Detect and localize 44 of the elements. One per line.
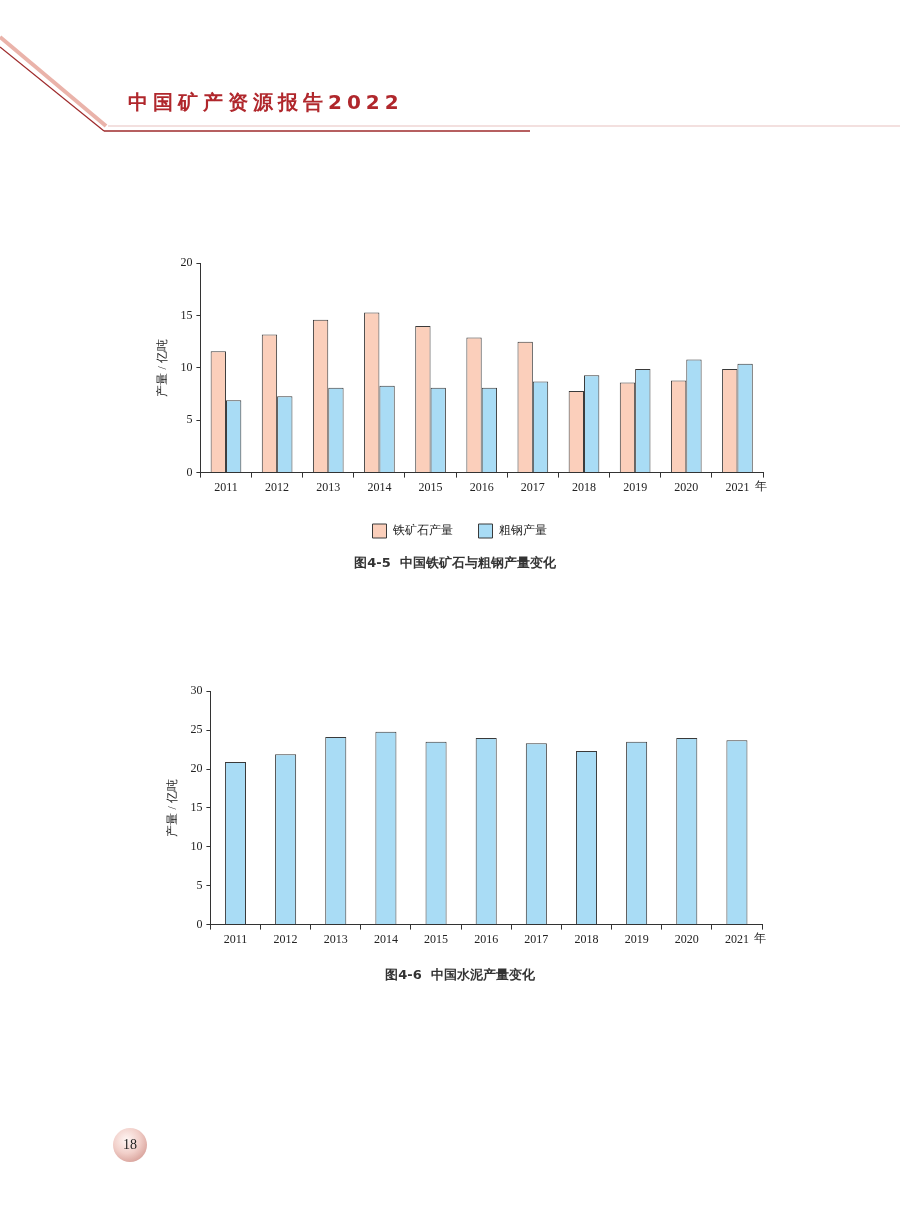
- x-tick-label: 2014: [367, 479, 392, 494]
- x-tick-label: 2011: [223, 931, 248, 946]
- y-axis-title: 产量 / 亿吨: [165, 779, 180, 837]
- x-tick-label: 2020: [674, 479, 699, 494]
- y-tick-label: 10: [180, 360, 193, 375]
- x-axis-title: 年: [754, 930, 766, 945]
- x-tick-label: 2018: [571, 479, 596, 494]
- x-tick-label: 2019: [624, 931, 649, 946]
- x-tick-label: 2019: [623, 479, 648, 494]
- x-tick-label: 2021: [725, 479, 750, 494]
- x-tick-label: 2011: [214, 479, 238, 494]
- y-tick-label: 25: [190, 722, 203, 737]
- x-tick-label: 2020: [674, 931, 699, 946]
- y-tick-label: 15: [190, 800, 203, 815]
- x-tick-label: 2012: [265, 479, 290, 494]
- legend-label: 铁矿石产量: [391, 523, 453, 538]
- y-tick-label: 30: [190, 683, 203, 698]
- y-tick-label: 5: [186, 412, 193, 427]
- y-tick-label: 20: [190, 761, 203, 776]
- x-tick-label: 2018: [574, 931, 599, 946]
- x-tick-label: 2013: [316, 479, 341, 494]
- y-axis-title: 产量 / 亿吨: [155, 339, 170, 397]
- x-tick-label: 2015: [424, 931, 449, 946]
- x-tick-label: 2021: [724, 931, 749, 946]
- x-tick-label: 2016: [474, 931, 499, 946]
- x-axis-title: 年: [755, 478, 767, 493]
- x-tick-label: 2012: [273, 931, 298, 946]
- y-tick-label: 0: [186, 464, 193, 479]
- x-tick-label: 2013: [323, 931, 348, 946]
- text: 图4-6 中国水泥产量变化: [385, 967, 535, 983]
- x-tick-label: 2017: [524, 931, 549, 946]
- y-tick-label: 15: [180, 307, 193, 322]
- y-tick-label: 20: [180, 255, 193, 270]
- y-tick-label: 10: [190, 838, 203, 853]
- x-tick-label: 2016: [469, 479, 494, 494]
- x-tick-label: 2014: [373, 931, 398, 946]
- text: 图4-5 中国铁矿石与粗钢产量变化: [354, 555, 556, 571]
- text: 中国矿产资源报告2022: [128, 90, 404, 114]
- text: 18: [123, 1137, 137, 1153]
- y-tick-label: 5: [196, 877, 203, 892]
- x-tick-label: 2015: [418, 479, 443, 494]
- y-tick-label: 0: [196, 916, 203, 931]
- x-tick-label: 2017: [520, 479, 545, 494]
- legend-label: 粗钢产量: [498, 523, 547, 538]
